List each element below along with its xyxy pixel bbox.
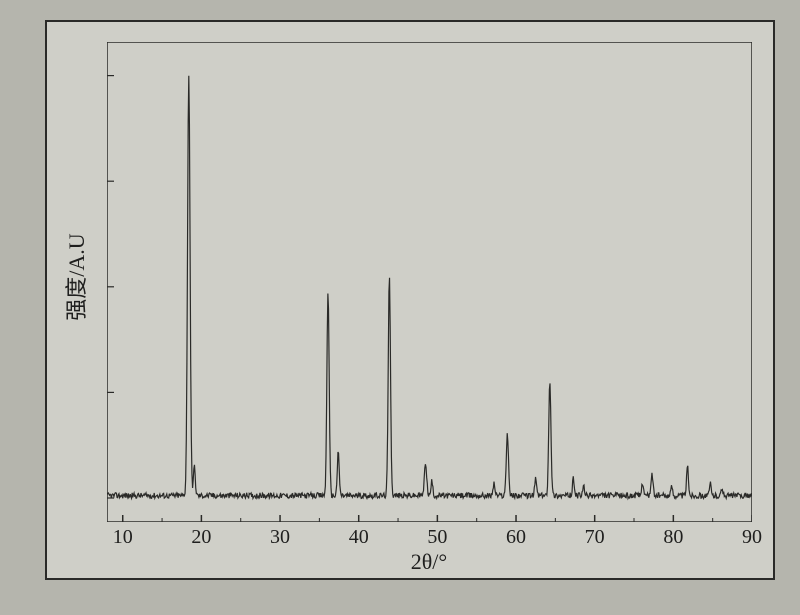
x-tick-label: 90 [742,526,762,549]
x-tick-label: 50 [427,526,447,549]
x-tick-label: 40 [349,526,369,549]
chart-frame: 10 20 30 40 50 60 70 80 90 2θ/° 强度/A.U [0,0,800,615]
x-tick-label: 70 [585,526,605,549]
y-axis-label: 强度/A.U [59,233,91,320]
x-tick-label: 20 [191,526,211,549]
xrd-trace [107,76,752,499]
x-tick-label: 60 [506,526,526,549]
xrd-line-chart [107,42,752,522]
x-tick-label: 30 [270,526,290,549]
chart-border: 10 20 30 40 50 60 70 80 90 2θ/° 强度/A.U [45,20,775,580]
x-tick-label: 80 [663,526,683,549]
plot-axes-box [107,42,752,522]
x-tick-label: 10 [113,526,133,549]
plot-area [107,42,752,522]
x-axis-label: 2θ/° [411,549,447,575]
